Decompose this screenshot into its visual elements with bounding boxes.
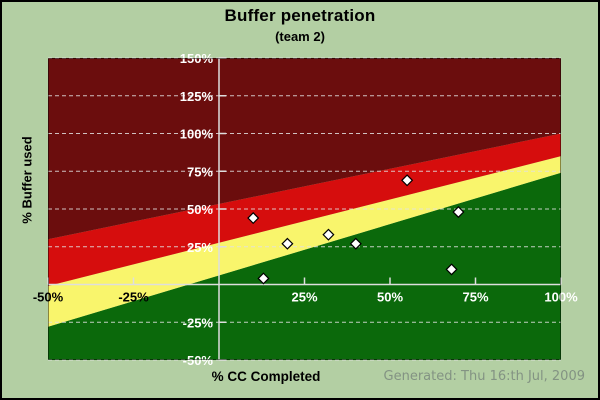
y-tick-label-100: 100% [180,127,214,142]
x-tick-label-25: 25% [291,290,317,305]
y-tick-label--50: -50% [183,353,214,368]
y-tick-label-50: 50% [187,202,213,217]
x-axis-title: % CC Completed [211,369,321,384]
y-axis-title: % Buffer used [19,136,35,224]
x-tick-label-50: 50% [377,290,403,305]
y-tick-label-150: 150% [180,51,214,66]
green-zone [48,172,561,360]
y-tick-label-25: 25% [187,240,213,255]
data-point-2 [281,237,294,250]
data-point-0 [247,212,260,225]
plot-border [48,58,561,360]
data-point-1 [257,272,270,285]
data-point-4 [349,237,362,250]
generated-timestamp: Generated: Thu 16:th Jul, 2009 [383,369,585,384]
x-tick-label--50: -50% [33,290,64,305]
data-point-6 [445,263,458,276]
data-point-3 [322,228,335,241]
chart-title: Buffer penetration [224,6,376,25]
y-tick-label-125: 125% [180,89,214,104]
red-zone [48,133,561,287]
y-tick-label--25: -25% [183,315,214,330]
x-tick-label-100: 100% [544,290,578,305]
x-tick-label--25: -25% [118,290,149,305]
y-tick-label-75: 75% [187,164,213,179]
data-point-5 [401,174,414,187]
x-tick-label-75: 75% [462,290,488,305]
fever-chart: -50% -25% 25% 50% 75% 100% 125% 150% -50% -25% 25%… [33,51,578,368]
chart-subtitle: (team 2) [275,29,325,44]
dark-red-zone [48,58,561,240]
data-point-7 [452,205,465,219]
